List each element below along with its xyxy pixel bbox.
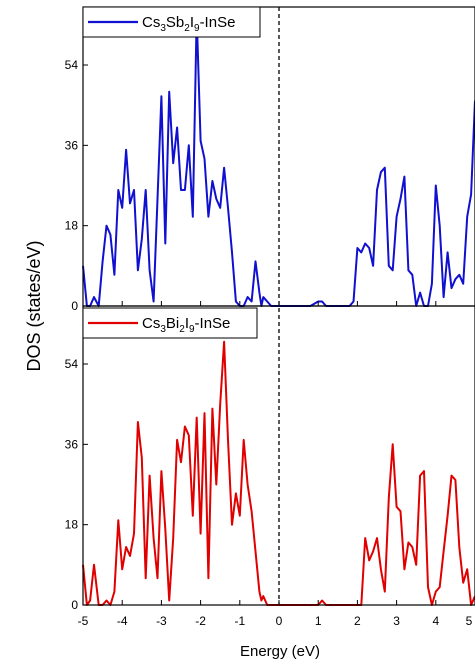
bottom-legend-sub: 9 — [189, 324, 195, 335]
xtick-label: -5 — [78, 614, 89, 628]
bottom-legend-part: Bi — [166, 315, 179, 332]
bottom-dos-series-line — [82, 340, 475, 606]
top-legend-sub: 3 — [160, 23, 166, 34]
top-ytick-label: 18 — [65, 219, 79, 233]
xtick-label: -2 — [195, 614, 206, 628]
bottom-ytick-label: 18 — [65, 518, 79, 532]
top-legend: Cs3Sb2I9-InSe — [82, 6, 261, 38]
bottom-legend-sub: 3 — [160, 324, 166, 335]
top-legend-part: I — [190, 14, 194, 31]
top-dos-panel: 0 18 36 54 Cs3Sb2I9-InSe — [65, 6, 475, 313]
bottom-legend-part: -InSe — [195, 315, 231, 332]
xtick-label: 1 — [315, 614, 322, 628]
bottom-ytick-label: 36 — [65, 437, 79, 451]
xtick-label: 3 — [393, 614, 400, 628]
bottom-ytick-label: 0 — [71, 598, 78, 612]
top-legend-part: -InSe — [200, 14, 236, 31]
xtick-label: 4 — [432, 614, 439, 628]
bottom-dos-panel: 0 18 36 54 Cs3Bi2I9-InSe — [65, 305, 475, 612]
top-ytick-label: 0 — [71, 299, 78, 313]
x-axis-label: Energy (eV) — [240, 643, 320, 660]
xtick-label: -3 — [156, 614, 167, 628]
xtick-label: 0 — [276, 614, 283, 628]
xtick-label: 2 — [354, 614, 361, 628]
xtick-label: 5 — [466, 614, 473, 628]
top-legend-sub: 2 — [184, 23, 190, 34]
bottom-legend-sub: 2 — [179, 324, 185, 335]
bottom-legend: Cs3Bi2I9-InSe — [82, 307, 258, 339]
y-axis-label: DOS (states/eV) — [24, 240, 44, 371]
bottom-legend-label: Cs3Bi2I9-InSe — [142, 315, 230, 335]
top-legend-label: Cs3Sb2I9-InSe — [142, 14, 235, 34]
bottom-legend-part: I — [185, 315, 189, 332]
top-legend-part: Cs — [142, 14, 160, 31]
top-legend-sub: 9 — [194, 23, 200, 34]
top-legend-part: Sb — [166, 14, 184, 31]
bottom-legend-part: Cs — [142, 315, 160, 332]
bottom-legend-box — [82, 307, 258, 339]
xtick-label: -4 — [117, 614, 128, 628]
top-ytick-label: 54 — [65, 58, 79, 72]
xtick-label: -1 — [234, 614, 245, 628]
top-ytick-label: 36 — [65, 138, 79, 152]
top-dos-series-line — [82, 14, 475, 307]
bottom-ytick-label: 54 — [65, 357, 79, 371]
